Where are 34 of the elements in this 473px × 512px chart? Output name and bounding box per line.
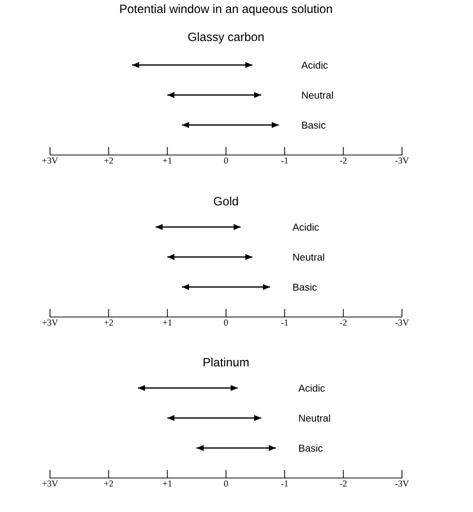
x-tick-label: +3V xyxy=(42,158,58,164)
y-tick-label: Neutral xyxy=(299,414,330,422)
x-tick-label: +2 xyxy=(104,480,113,486)
chart-subtitle: Glassy carbon xyxy=(188,32,264,44)
x-tick-label: 0 xyxy=(224,158,228,164)
y-tick-label: Acidic xyxy=(301,61,328,69)
x-tick-label: 0 xyxy=(224,480,228,487)
chart-title: Platinum xyxy=(204,358,249,366)
x-tick-label: +1 xyxy=(162,158,172,164)
y-tick-label: Acidic xyxy=(298,384,325,392)
chart-title: Gold xyxy=(214,196,238,206)
y-tick-label: Basic xyxy=(299,444,323,452)
chart-title: Potential window in an aqueous solution xyxy=(120,4,332,16)
x-tick-label: -1 xyxy=(281,480,288,486)
x-tick-label: +2 xyxy=(104,320,113,326)
x-tick-label: +1 xyxy=(162,320,172,326)
x-tick-label: +3V xyxy=(42,320,58,326)
x-tick-label: 0 xyxy=(224,320,228,326)
x-tick-label: +1 xyxy=(162,480,172,486)
y-tick-label: Basic xyxy=(293,283,317,291)
y-tick-label: Acidic xyxy=(292,223,319,231)
x-tick-label: -2 xyxy=(340,320,347,326)
y-tick-label: Basic xyxy=(302,121,326,129)
x-tick-label: -2 xyxy=(340,158,347,164)
x-tick-label: -3V xyxy=(395,158,409,164)
x-tick-label: -1 xyxy=(281,320,288,326)
x-tick-label: -3V xyxy=(395,320,409,326)
y-tick-label: Neutral xyxy=(293,253,324,261)
x-tick-label: -2 xyxy=(340,480,347,486)
x-tick-label: +3V xyxy=(42,480,58,487)
x-tick-label: +2 xyxy=(104,158,113,164)
y-tick-label: Neutral xyxy=(302,91,333,99)
x-tick-label: -1 xyxy=(281,158,288,164)
x-tick-label: -3V xyxy=(395,480,409,487)
